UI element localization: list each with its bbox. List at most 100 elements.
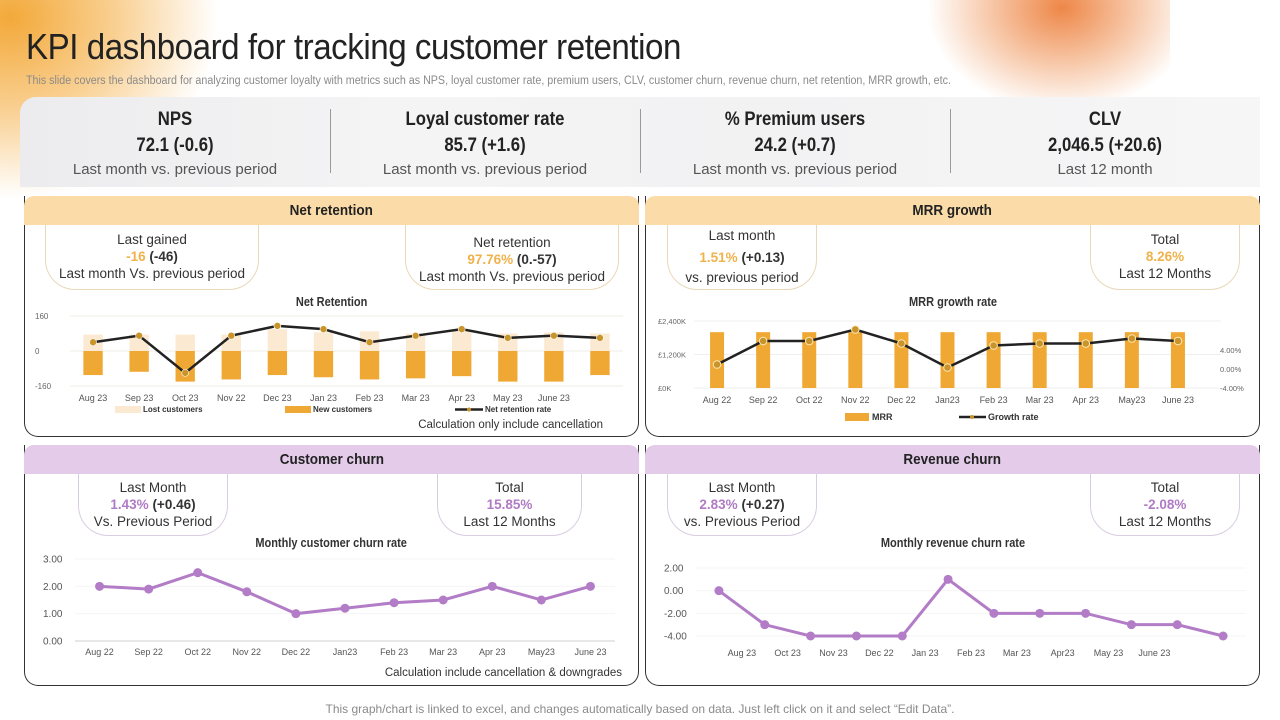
chart-title-text: Monthly customer churn rate bbox=[255, 536, 408, 550]
mrr-growth-panel: MRR growth Last month 1.51% (+0.13) vs. … bbox=[645, 196, 1260, 437]
footnote: Calculation include cancellation & downg… bbox=[384, 667, 622, 679]
kpi-label: CLV bbox=[1088, 109, 1122, 130]
x-tick-label: Sep 22 bbox=[749, 395, 778, 405]
bar-new-customers bbox=[590, 351, 610, 376]
point-revenue-churn bbox=[1172, 620, 1182, 630]
x-tick-label: Mar 23 bbox=[1003, 648, 1031, 658]
x-tick-label: June 23 bbox=[1162, 395, 1194, 405]
point-customer-churn bbox=[242, 587, 252, 597]
bar-lost-customers bbox=[175, 334, 195, 351]
x-tick-label: Nov 22 bbox=[217, 393, 246, 403]
mrr-total-card: Total 8.26% Last 12 Months bbox=[1090, 225, 1240, 290]
point-net-retention-rate bbox=[365, 338, 374, 347]
bar-new-customers bbox=[544, 351, 564, 382]
point-net-retention-rate bbox=[135, 331, 143, 340]
point-growth-rate bbox=[897, 339, 906, 348]
point-growth-rate bbox=[851, 325, 860, 334]
bar-mrr bbox=[756, 332, 771, 388]
bar-new-customers bbox=[405, 351, 426, 379]
x-tick-label: May23 bbox=[528, 647, 555, 657]
chart-title-text: Monthly revenue churn rate bbox=[880, 536, 1025, 550]
x-tick-label: Dec 23 bbox=[263, 393, 292, 403]
point-customer-churn bbox=[291, 609, 301, 619]
point-revenue-churn bbox=[1126, 620, 1136, 630]
card-label: Total bbox=[1150, 232, 1180, 247]
y-tick-label: -2.00 bbox=[664, 609, 687, 620]
x-tick-label: Aug 23 bbox=[79, 393, 108, 403]
point-customer-churn bbox=[487, 581, 497, 591]
panel-title: Customer churn bbox=[279, 451, 384, 468]
x-tick-label: Jan23 bbox=[333, 647, 358, 657]
x-tick-label: Aug 22 bbox=[85, 647, 114, 657]
card-label: Last month bbox=[708, 228, 776, 243]
kpi-premium-users: % Premium users 24.2 (+0.7) Last month v… bbox=[640, 97, 950, 187]
x-tick-label: Jan23 bbox=[935, 395, 960, 405]
card-note: vs. Previous Period bbox=[683, 514, 801, 529]
point-revenue-churn bbox=[897, 631, 907, 641]
panel-header: Net retention bbox=[24, 196, 639, 225]
point-net-retention-rate bbox=[550, 331, 558, 340]
bar-mrr bbox=[940, 332, 955, 388]
bar-mrr bbox=[1032, 332, 1047, 388]
y-tick-label-left: £1,200K bbox=[658, 351, 686, 360]
card-label: Last Month bbox=[708, 480, 776, 495]
kpi-strip: NPS 72.1 (-0.6) Last month vs. previous … bbox=[20, 97, 1260, 187]
bar-new-customers bbox=[359, 351, 380, 380]
x-tick-label: June 23 bbox=[538, 393, 570, 403]
card-note: Vs. Previous Period bbox=[93, 514, 213, 529]
point-customer-churn bbox=[536, 595, 546, 605]
last-gained-card: Last gained -16 (-46) Last month Vs. pre… bbox=[45, 225, 259, 290]
point-revenue-churn bbox=[943, 574, 953, 584]
chart-title: Net Retention bbox=[25, 295, 638, 309]
x-tick-label: Jan 23 bbox=[912, 648, 939, 658]
bottom-note: This graph/chart is linked to excel, and… bbox=[325, 702, 955, 716]
bar-lost-customers bbox=[313, 332, 334, 351]
x-tick-label: June 23 bbox=[574, 647, 606, 657]
card-value: 8.26% bbox=[1145, 249, 1185, 264]
kpi-clv: CLV 2,046.5 (+20.6) Last 12 month bbox=[950, 97, 1260, 187]
point-revenue-churn bbox=[1218, 631, 1228, 641]
x-tick-label: May 23 bbox=[1094, 648, 1124, 658]
panel-title: MRR growth bbox=[912, 202, 993, 219]
x-tick-label: Feb 23 bbox=[356, 393, 384, 403]
bar-mrr bbox=[986, 332, 1001, 388]
kpi-note: Last month vs. previous period bbox=[72, 161, 278, 178]
legend-label: Growth rate bbox=[988, 412, 1039, 422]
bar-mrr bbox=[1078, 332, 1093, 388]
point-net-retention-rate bbox=[273, 322, 282, 330]
x-tick-label: Oct 22 bbox=[796, 395, 823, 405]
legend-label: New customers bbox=[313, 405, 373, 414]
customer-churn-chart: 3.00 2.00 1.00 0.00 Aug 22 Sep 22 Oct 22 Nov 22… bbox=[43, 555, 615, 657]
y-tick-label: 3.00 bbox=[43, 555, 63, 566]
y-tick-label: -160 bbox=[35, 382, 52, 391]
card-label: Net retention bbox=[473, 235, 551, 250]
card-value: 2.83% bbox=[699, 497, 738, 512]
point-customer-churn bbox=[95, 581, 105, 591]
kpi-note: Last month vs. previous period bbox=[382, 161, 588, 178]
point-net-retention-rate bbox=[503, 334, 512, 342]
y-tick-label-right: 4.00% bbox=[1220, 346, 1242, 355]
point-net-retention-rate bbox=[457, 325, 466, 333]
x-tick-label: Oct 23 bbox=[172, 393, 199, 403]
x-tick-label: Apr 23 bbox=[1073, 395, 1100, 405]
y-tick-label: -4.00 bbox=[664, 632, 687, 643]
kpi-value: 72.1 (-0.6) bbox=[136, 135, 214, 156]
card-note: Last 12 Months bbox=[1118, 514, 1212, 529]
y-tick-label: 0 bbox=[35, 347, 40, 356]
line-revenue-churn bbox=[718, 577, 1224, 638]
page-subtitle: This slide covers the dashboard for anal… bbox=[26, 75, 951, 87]
y-tick-label: 1.00 bbox=[43, 609, 63, 620]
x-tick-label: Dec 22 bbox=[887, 395, 916, 405]
x-tick-label: June 23 bbox=[1138, 648, 1170, 658]
x-tick-label: Sep 22 bbox=[134, 647, 163, 657]
x-tick-label: Aug 22 bbox=[703, 395, 732, 405]
x-tick-label: Jan 23 bbox=[310, 393, 337, 403]
point-net-retention-rate bbox=[181, 369, 190, 377]
point-customer-churn bbox=[389, 598, 399, 608]
line-net-retention-rate bbox=[92, 324, 601, 375]
bar-new-customers bbox=[267, 351, 288, 376]
bar-mrr bbox=[710, 332, 725, 388]
revenue-churn-panel: Revenue churn Last Month 2.83% (+0.27) v… bbox=[645, 445, 1260, 686]
card-value: -2.08% bbox=[1143, 497, 1187, 512]
card-label: Last gained bbox=[117, 232, 187, 247]
